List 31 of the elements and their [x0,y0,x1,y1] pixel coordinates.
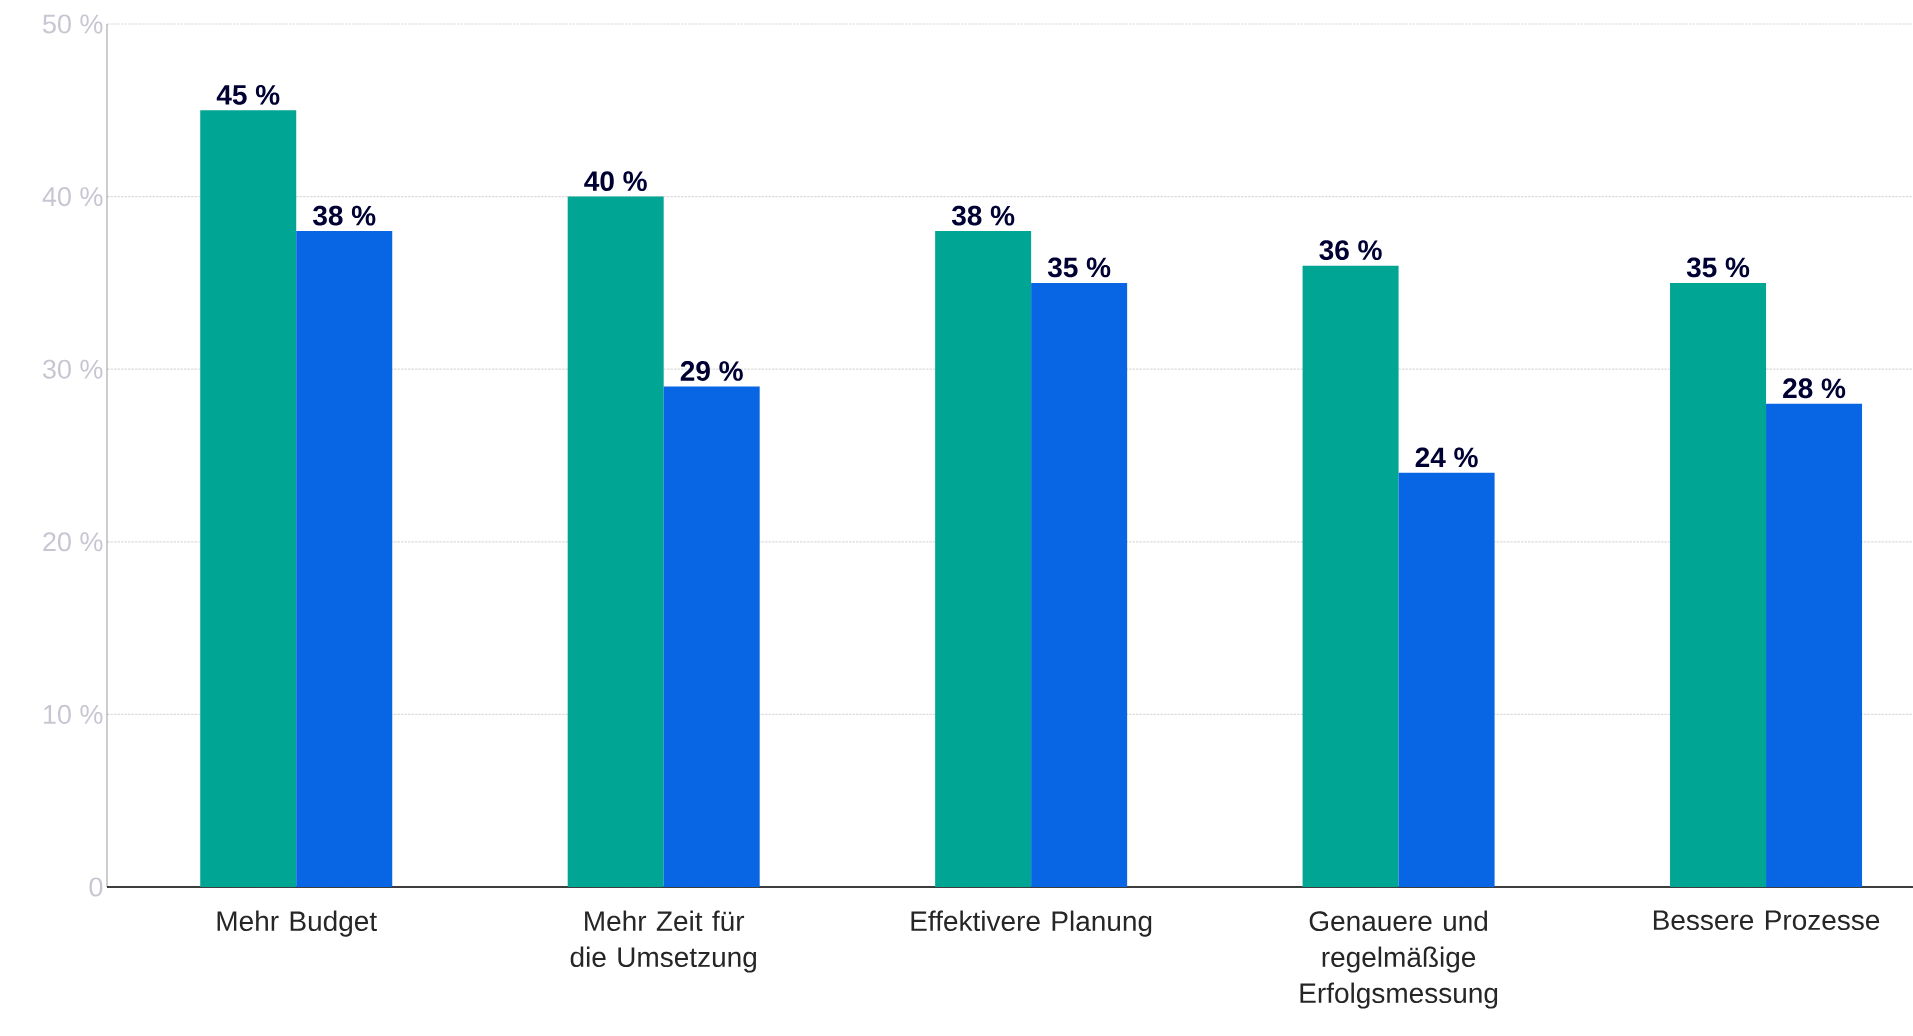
bar [296,231,393,887]
x-tick-label: Genauere und regelmäßige Erfolgsmessung [1300,910,1498,1009]
bar [1670,282,1767,887]
bar [663,386,760,887]
x-tick-label: Effektivere Planung [911,910,1152,937]
data-label: 38 % [951,205,1015,226]
bar [1766,403,1863,887]
bar [200,110,297,887]
y-tick-label: 50 % [43,14,103,34]
bar [1302,265,1399,887]
bar [567,196,664,887]
y-tick-label: 10 % [43,704,103,724]
x-tick-label: Mehr Zeit für die Umsetzung [570,910,757,973]
data-label: 28 % [1783,378,1846,399]
data-label: 24 % [1415,447,1478,468]
bar [935,231,1032,887]
y-tick-label: 30 % [42,359,103,379]
data-label: 40 % [584,171,647,192]
data-label: 45 % [216,85,280,105]
y-tick-label: 40 % [42,187,103,207]
data-label: 35 % [1047,257,1111,278]
bar [1031,282,1128,887]
x-tick-label: Bessere Prozesse [1653,910,1880,931]
bar [1398,472,1495,887]
data-label: 38 % [312,205,376,226]
data-label: 35 % [1686,257,1750,278]
data-label: 36 % [1319,240,1382,261]
data-label: 29 % [680,361,743,381]
x-tick-label: Mehr Budget [217,910,377,937]
y-tick-label: 0 [89,877,103,897]
y-tick-label: 20 % [43,532,103,552]
